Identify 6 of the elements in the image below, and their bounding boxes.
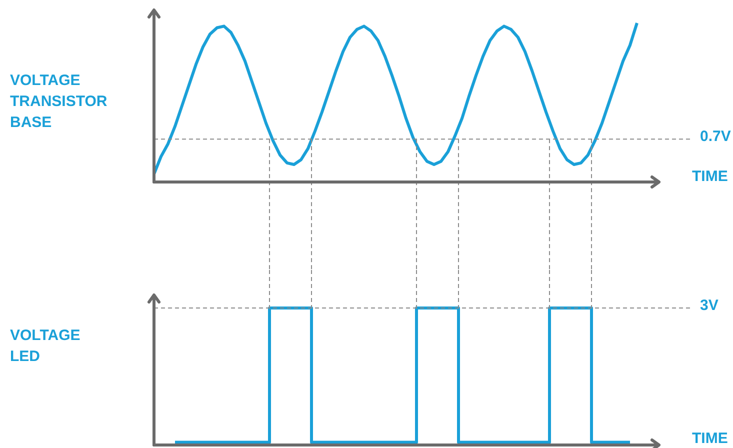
x-axis-title: TIME: [692, 168, 728, 185]
y-axis-title: VOLTAGE LED: [10, 326, 82, 367]
x-axis-title: TIME: [692, 430, 728, 447]
ref-line-label: 3V: [700, 297, 718, 314]
y-axis-title: VOLTAGE TRANSISTOR BASE: [10, 71, 108, 133]
ref-line-label: 0.7V: [700, 128, 731, 146]
